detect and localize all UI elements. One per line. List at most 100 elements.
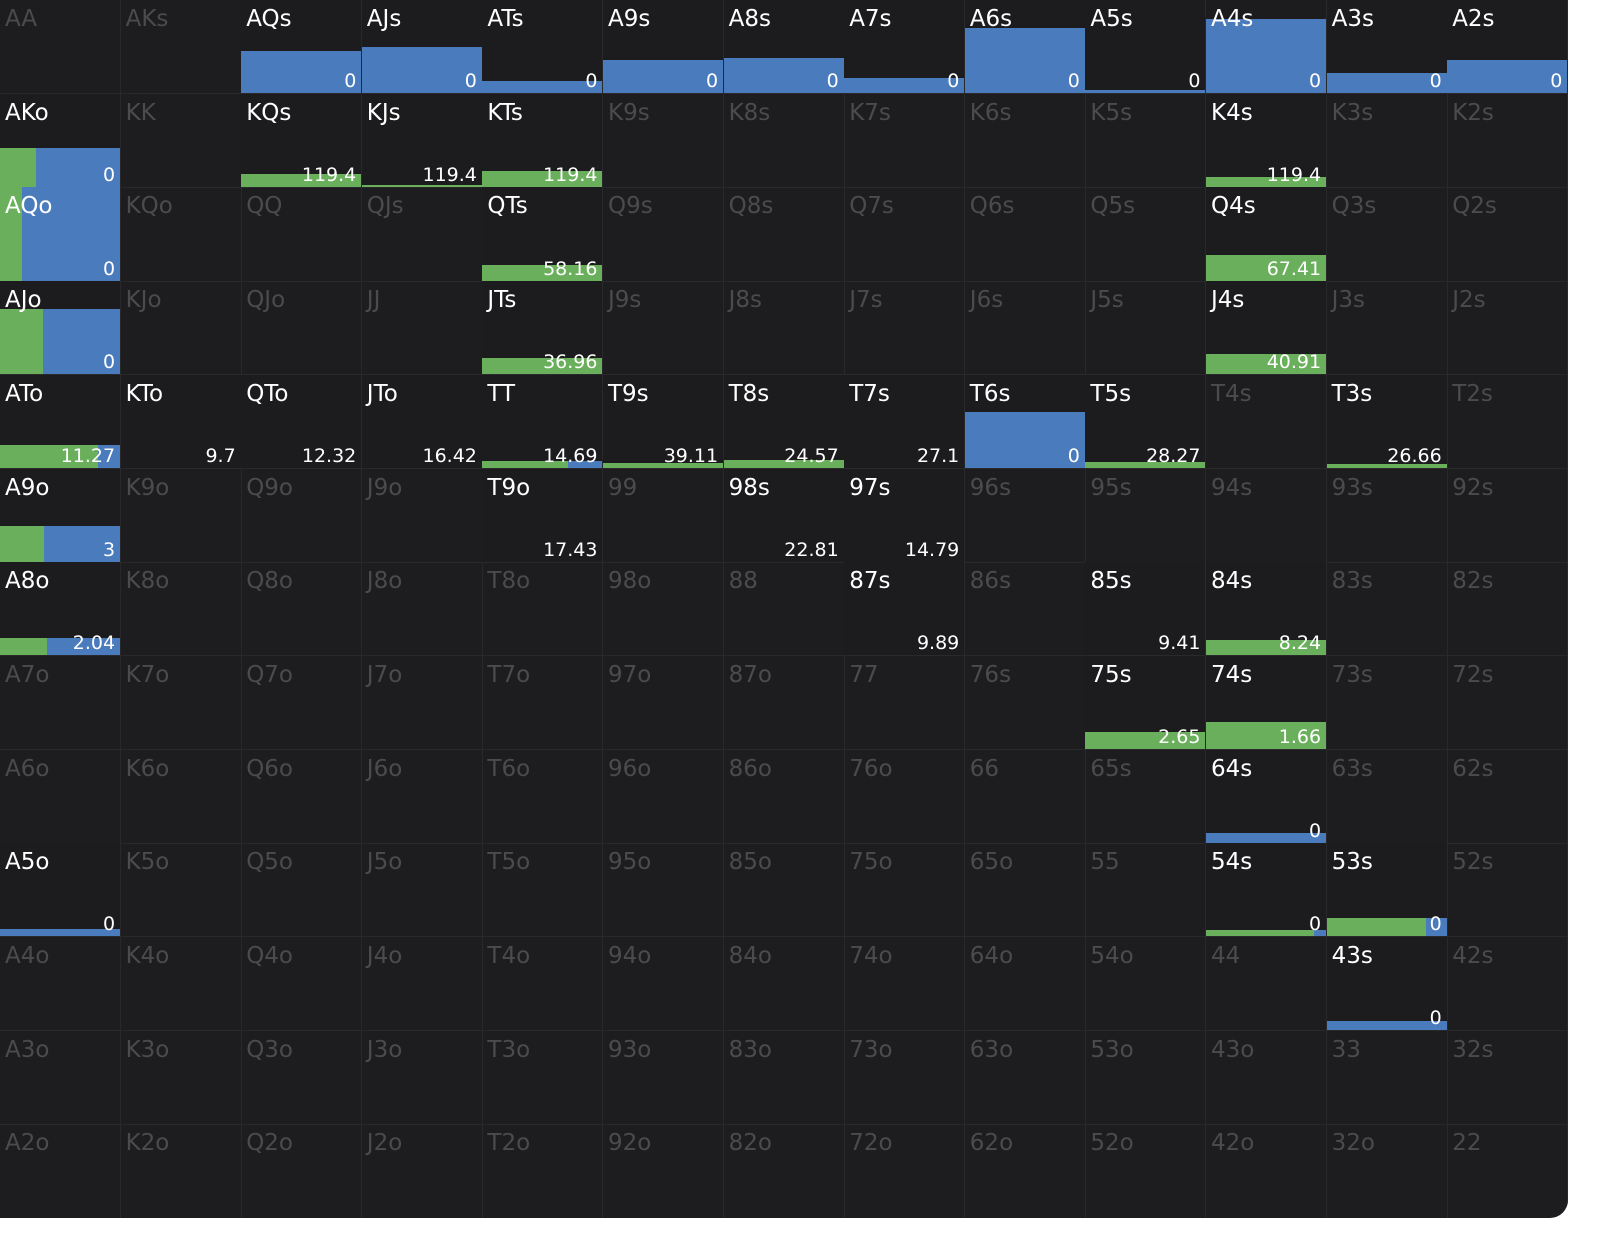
hand-cell-87o[interactable]: 87o: [723, 655, 845, 751]
hand-cell-96s[interactable]: 96s: [964, 468, 1086, 563]
hand-cell-j5s[interactable]: J5s: [1085, 281, 1207, 376]
hand-cell-q7o[interactable]: Q7o: [241, 655, 363, 751]
hand-cell-k2s[interactable]: K2s: [1447, 93, 1568, 188]
hand-cell-q3s[interactable]: Q3s: [1326, 187, 1448, 282]
hand-cell-a7o[interactable]: A7o: [0, 655, 122, 751]
hand-cell-k9s[interactable]: K9s: [603, 93, 725, 188]
hand-cell-k4o[interactable]: K4o: [120, 937, 242, 1032]
hand-cell-54o[interactable]: 54o: [1085, 937, 1207, 1032]
hand-cell-t7o[interactable]: T7o: [482, 655, 604, 751]
hand-cell-a3o[interactable]: A3o: [0, 1030, 122, 1125]
hand-cell-a4o[interactable]: A4o: [0, 937, 122, 1032]
hand-cell-k7o[interactable]: K7o: [120, 655, 242, 751]
hand-cell-j6o[interactable]: J6o: [361, 749, 483, 844]
hand-cell-kjs[interactable]: KJs 119.4: [361, 93, 483, 188]
hand-cell-33[interactable]: 33: [1326, 1030, 1448, 1125]
hand-cell-99[interactable]: 99: [603, 468, 725, 563]
hand-cell-aa[interactable]: AA: [0, 0, 122, 95]
hand-cell-73s[interactable]: 73s: [1326, 655, 1448, 751]
hand-cell-k6s[interactable]: K6s: [964, 93, 1086, 188]
hand-cell-t5s[interactable]: T5s 28.27: [1085, 374, 1207, 469]
hand-cell-aqo[interactable]: AQo 0: [0, 187, 122, 282]
hand-cell-k3o[interactable]: K3o: [120, 1030, 242, 1125]
hand-cell-q8o[interactable]: Q8o: [241, 562, 363, 657]
hand-cell-j3s[interactable]: J3s: [1326, 281, 1448, 376]
hand-cell-76o[interactable]: 76o: [844, 749, 966, 844]
hand-cell-kjo[interactable]: KJo: [120, 281, 242, 376]
hand-cell-53s[interactable]: 53s 0: [1326, 843, 1448, 938]
hand-cell-a5s[interactable]: A5s 0: [1085, 0, 1207, 95]
hand-cell-a6s[interactable]: A6s 0: [964, 0, 1086, 95]
hand-cell-j2s[interactable]: J2s: [1447, 281, 1568, 376]
hand-cell-q9s[interactable]: Q9s: [603, 187, 725, 282]
hand-cell-t7s[interactable]: T7s 27.1: [844, 374, 966, 469]
hand-cell-t2s[interactable]: T2s: [1447, 374, 1568, 469]
hand-cell-a9s[interactable]: A9s 0: [603, 0, 725, 95]
hand-cell-a8o[interactable]: A8o 2.04: [0, 562, 122, 657]
hand-cell-jto[interactable]: JTo 16.42: [361, 374, 483, 469]
hand-cell-ajs[interactable]: AJs 0: [361, 0, 483, 95]
hand-cell-qts[interactable]: QTs 58.16: [482, 187, 604, 282]
hand-cell-jts[interactable]: JTs 36.96: [482, 281, 604, 376]
hand-cell-k8s[interactable]: K8s: [723, 93, 845, 188]
hand-cell-87s[interactable]: 87s 9.89: [844, 562, 966, 657]
hand-cell-qjo[interactable]: QJo: [241, 281, 363, 376]
hand-cell-55[interactable]: 55: [1085, 843, 1207, 938]
hand-cell-84o[interactable]: 84o: [723, 937, 845, 1032]
hand-cell-t3o[interactable]: T3o: [482, 1030, 604, 1125]
hand-cell-86s[interactable]: 86s: [964, 562, 1086, 657]
hand-cell-73o[interactable]: 73o: [844, 1030, 966, 1125]
hand-cell-q7s[interactable]: Q7s: [844, 187, 966, 282]
hand-cell-98o[interactable]: 98o: [603, 562, 725, 657]
hand-cell-32s[interactable]: 32s: [1447, 1030, 1568, 1125]
hand-cell-64o[interactable]: 64o: [964, 937, 1086, 1032]
hand-cell-44[interactable]: 44: [1206, 937, 1328, 1032]
hand-cell-j8s[interactable]: J8s: [723, 281, 845, 376]
hand-cell-kqo[interactable]: KQo: [120, 187, 242, 282]
hand-cell-a6o[interactable]: A6o: [0, 749, 122, 844]
hand-cell-94o[interactable]: 94o: [603, 937, 725, 1032]
hand-cell-83s[interactable]: 83s: [1326, 562, 1448, 657]
hand-cell-a3s[interactable]: A3s 0: [1326, 0, 1448, 95]
hand-cell-86o[interactable]: 86o: [723, 749, 845, 844]
hand-cell-q6s[interactable]: Q6s: [964, 187, 1086, 282]
hand-cell-qto[interactable]: QTo 12.32: [241, 374, 363, 469]
hand-cell-k4s[interactable]: K4s 119.4: [1206, 93, 1328, 188]
hand-cell-qq[interactable]: QQ: [241, 187, 363, 282]
hand-cell-74o[interactable]: 74o: [844, 937, 966, 1032]
hand-cell-66[interactable]: 66: [964, 749, 1086, 844]
hand-cell-q4s[interactable]: Q4s 67.41: [1206, 187, 1328, 282]
hand-cell-aqs[interactable]: AQs 0: [241, 0, 363, 95]
hand-cell-a2o[interactable]: A2o: [0, 1124, 122, 1218]
hand-cell-k8o[interactable]: K8o: [120, 562, 242, 657]
hand-cell-93s[interactable]: 93s: [1326, 468, 1448, 563]
hand-cell-tt[interactable]: TT 14.69: [482, 374, 604, 469]
hand-cell-82s[interactable]: 82s: [1447, 562, 1568, 657]
hand-cell-j7s[interactable]: J7s: [844, 281, 966, 376]
hand-cell-72s[interactable]: 72s: [1447, 655, 1568, 751]
hand-cell-qjs[interactable]: QJs: [361, 187, 483, 282]
hand-cell-63s[interactable]: 63s: [1326, 749, 1448, 844]
hand-cell-t4s[interactable]: T4s: [1206, 374, 1328, 469]
hand-cell-85o[interactable]: 85o: [723, 843, 845, 938]
hand-cell-q2o[interactable]: Q2o: [241, 1124, 363, 1218]
hand-cell-72o[interactable]: 72o: [844, 1124, 966, 1218]
hand-cell-88[interactable]: 88: [723, 562, 845, 657]
hand-cell-k9o[interactable]: K9o: [120, 468, 242, 563]
hand-cell-t4o[interactable]: T4o: [482, 937, 604, 1032]
hand-cell-q9o[interactable]: Q9o: [241, 468, 363, 563]
hand-cell-t5o[interactable]: T5o: [482, 843, 604, 938]
hand-cell-54s[interactable]: 54s 0: [1206, 843, 1328, 938]
hand-cell-43s[interactable]: 43s 0: [1326, 937, 1448, 1032]
hand-cell-q5s[interactable]: Q5s: [1085, 187, 1207, 282]
hand-cell-ako[interactable]: AKo 0: [0, 93, 122, 188]
hand-cell-t2o[interactable]: T2o: [482, 1124, 604, 1218]
hand-cell-q3o[interactable]: Q3o: [241, 1030, 363, 1125]
hand-cell-j4o[interactable]: J4o: [361, 937, 483, 1032]
hand-cell-63o[interactable]: 63o: [964, 1030, 1086, 1125]
hand-cell-k7s[interactable]: K7s: [844, 93, 966, 188]
hand-cell-98s[interactable]: 98s 22.81: [723, 468, 845, 563]
hand-cell-k3s[interactable]: K3s: [1326, 93, 1448, 188]
hand-cell-t9s[interactable]: T9s 39.11: [603, 374, 725, 469]
hand-cell-a5o[interactable]: A5o 0: [0, 843, 122, 938]
